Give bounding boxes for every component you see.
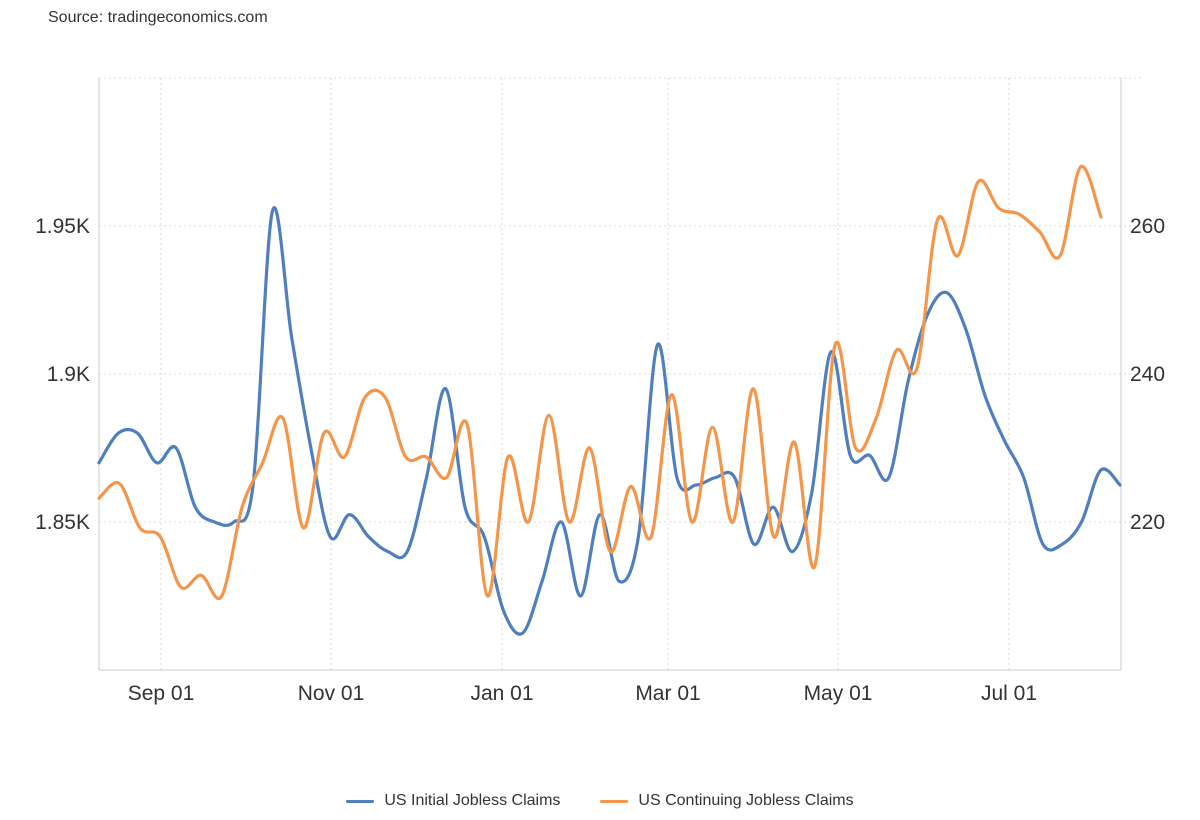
legend: US Initial Jobless Claims US Continuing … <box>0 792 1200 810</box>
legend-item-continuing-claims[interactable]: US Continuing Jobless Claims <box>600 792 854 810</box>
right-y-tick-label: 240 <box>1130 363 1165 386</box>
legend-label-initial-claims: US Initial Jobless Claims <box>384 792 561 809</box>
legend-swatch-initial-claims <box>346 799 375 803</box>
series-line-initial-claims <box>97 206 1122 636</box>
x-tick-label: Mar 01 <box>635 682 700 705</box>
legend-item-initial-claims[interactable]: US Initial Jobless Claims <box>346 792 560 810</box>
x-tick-label: Jan 01 <box>470 682 533 705</box>
left-y-tick-label: 1.95K <box>35 215 90 238</box>
axes: Sep 01 Nov 01 Jan 01 Mar 01 May 01 Jul 01 1.85… <box>35 78 1165 705</box>
series-line-continuing-claims <box>97 164 1103 601</box>
right-y-tick-label: 220 <box>1130 511 1165 534</box>
left-y-tick-label: 1.85K <box>35 511 90 534</box>
source-label: Source: tradingeconomics.com <box>48 9 268 26</box>
x-tick-label: Nov 01 <box>298 682 365 705</box>
legend-label-continuing-claims: US Continuing Jobless Claims <box>638 792 854 809</box>
series-group <box>97 164 1122 636</box>
legend-swatch-continuing-claims <box>600 799 629 803</box>
right-y-tick-label: 260 <box>1130 215 1165 238</box>
left-y-tick-label: 1.9K <box>47 363 90 386</box>
x-tick-label: Jul 01 <box>981 682 1037 705</box>
x-tick-label: May 01 <box>804 682 873 705</box>
x-tick-label: Sep 01 <box>128 682 195 705</box>
